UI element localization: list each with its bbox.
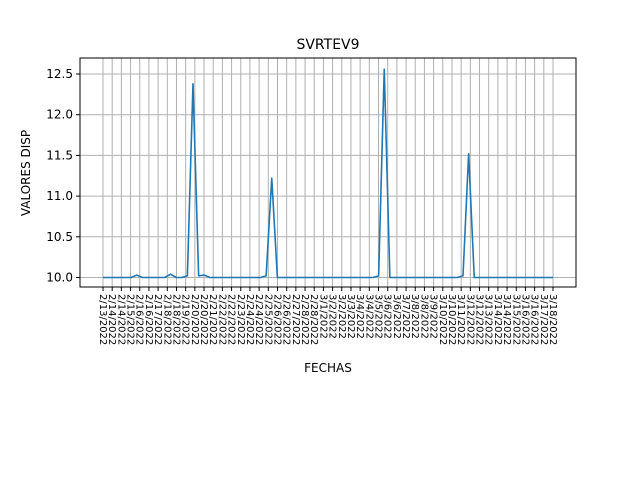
series-line [103, 68, 553, 279]
x-tick-label: 2/14/2022 [106, 294, 117, 345]
x-tick-label: 3/3/2022 [345, 294, 356, 339]
x-tick-label: 3/1/2022 [317, 294, 328, 339]
x-tick-label: 2/28/2022 [299, 294, 310, 345]
x-tick-label: 3/11/2022 [455, 294, 466, 345]
x-tick-label: 2/28/2022 [308, 294, 319, 345]
x-tick-label: 3/12/2022 [474, 294, 485, 345]
x-tick-label: 2/26/2022 [281, 294, 292, 345]
x-tick-label: 2/20/2022 [189, 294, 200, 345]
y-tick-label: 11.5 [46, 148, 73, 162]
y-tick-label: 10.5 [46, 230, 73, 244]
x-tick-label: 3/4/2022 [363, 294, 374, 339]
x-tick-label: 2/18/2022 [170, 294, 181, 345]
x-tick-label: 2/16/2022 [134, 294, 145, 345]
x-tick-label: 3/14/2022 [501, 294, 512, 345]
x-tick-label: 3/14/2022 [492, 294, 503, 345]
x-tick-label: 2/24/2022 [244, 294, 255, 345]
x-tick-label: 3/16/2022 [529, 294, 540, 345]
x-tick-label: 2/24/2022 [253, 294, 264, 345]
x-tick-label: 2/18/2022 [161, 294, 172, 345]
plot-frame [79, 57, 577, 288]
x-tick-label: 3/18/2022 [547, 294, 558, 345]
x-tick-label: 3/4/2022 [354, 294, 365, 339]
y-tick-label: 12.5 [46, 67, 73, 81]
x-tick-label: 2/27/2022 [290, 294, 301, 345]
x-tick-label: 3/9/2022 [428, 294, 439, 339]
x-tick-label: 2/25/2022 [262, 294, 273, 345]
x-tick-label: 3/5/2022 [373, 294, 384, 339]
y-tick-label: 10.0 [46, 271, 73, 285]
x-tick-label: 3/10/2022 [437, 294, 448, 345]
x-tick-label: 3/2/2022 [327, 294, 338, 339]
x-tick-label: 3/6/2022 [382, 294, 393, 339]
x-tick-label: 3/7/2022 [400, 294, 411, 339]
series-layer [103, 68, 553, 279]
x-tick-label: 3/6/2022 [391, 294, 402, 339]
y-ticks: 10.0 10.5 11.0 11.5 12.0 12.5 [46, 67, 80, 285]
chart-title: SVRTEV9 [296, 37, 359, 53]
x-axis-label: FECHAS [304, 361, 352, 375]
x-tick-label: 2/23/2022 [235, 294, 246, 345]
grid [80, 58, 576, 287]
x-tick-label: 2/17/2022 [152, 294, 163, 345]
x-tick-label: 2/26/2022 [271, 294, 282, 345]
x-tick-label: 3/16/2022 [519, 294, 530, 345]
x-tick-label: 3/8/2022 [409, 294, 420, 339]
x-tick-label: 3/12/2022 [464, 294, 475, 345]
x-tick-label: 3/15/2022 [510, 294, 521, 345]
y-tick-label: 11.0 [46, 189, 73, 203]
x-tick-label: 3/13/2022 [483, 294, 494, 345]
x-tick-label: 2/13/2022 [97, 294, 108, 345]
y-tick-label: 12.0 [46, 108, 73, 122]
x-tick-label: 3/2/2022 [336, 294, 347, 339]
x-tick-label: 2/21/2022 [207, 294, 218, 345]
x-tick-label: 2/22/2022 [226, 294, 237, 345]
x-tick-label: 3/8/2022 [418, 294, 429, 339]
x-tick-label: 2/22/2022 [216, 294, 227, 345]
x-tick-label: 2/19/2022 [180, 294, 191, 345]
x-ticks: 2/13/20222/14/20222/14/20222/15/20222/16… [97, 287, 558, 345]
x-tick-label: 2/14/2022 [115, 294, 126, 345]
x-tick-label: 3/17/2022 [538, 294, 549, 345]
x-tick-label: 2/15/2022 [125, 294, 136, 345]
x-tick-label: 3/10/2022 [446, 294, 457, 345]
y-axis-label: VALORES DISP [19, 130, 33, 216]
x-tick-label: 2/20/2022 [198, 294, 209, 345]
x-tick-label: 2/16/2022 [143, 294, 154, 345]
